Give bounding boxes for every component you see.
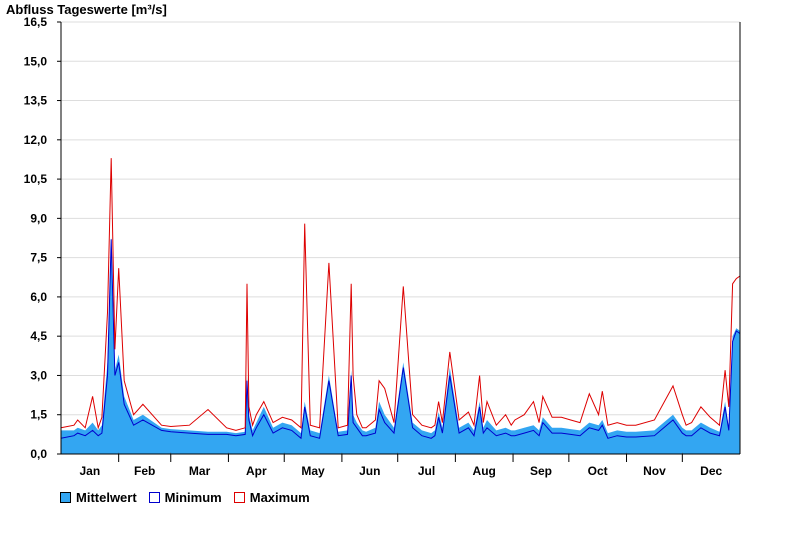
y-tick-label: 4,5 [30,329,47,343]
y-tick-label: 7,5 [30,251,47,265]
legend-item-max: Maximum [233,490,310,505]
x-tick-label: Apr [246,464,267,478]
legend-swatch-mean [60,492,71,503]
y-tick-label: 10,5 [24,172,48,186]
legend-swatch-max [233,492,245,503]
x-tick-label: Aug [473,464,496,478]
x-tick-label: May [301,464,325,478]
x-tick-label: Jan [79,464,100,478]
x-tick-label: Dec [700,464,722,478]
legend-swatch-min [148,492,160,503]
series-area-mittelwert [61,236,740,454]
x-tick-label: Oct [588,464,608,478]
y-tick-label: 3,0 [30,368,47,382]
y-tick-label: 0,0 [30,447,47,461]
x-tick-label: Feb [134,464,155,478]
legend-label-max: Maximum [249,490,310,505]
y-tick-label: 13,5 [24,94,48,108]
x-tick-label: Mar [189,464,211,478]
legend-label-mean: Mittelwert [76,490,137,505]
plot-area: 0,0 1,5 3,0 4,5 6,0 7,5 9,0 10,5 12,0 13,5 15,0 16,… [24,15,741,478]
x-tick-label: Sep [530,464,552,478]
x-tick-label: Jun [359,464,380,478]
chart-title: Abfluss Tageswerte [m³/s] [6,2,167,17]
legend-item-min: Minimum [148,490,222,505]
legend: Mittelwert Minimum Maximum [60,490,310,505]
x-tick-label: Jul [418,464,435,478]
y-tick-label: 12,0 [24,133,48,147]
x-tick-label: Nov [643,464,666,478]
y-tick-label: 15,0 [24,54,48,68]
legend-item-mean: Mittelwert [60,490,137,505]
y-tick-label: 16,5 [24,15,48,29]
series-line-minimum [60,239,741,440]
y-tick-label: 9,0 [30,211,47,225]
series-line-maximum [60,158,741,431]
legend-label-min: Minimum [164,490,222,505]
y-tick-label: 1,5 [30,408,47,422]
y-tick-label: 6,0 [30,290,47,304]
